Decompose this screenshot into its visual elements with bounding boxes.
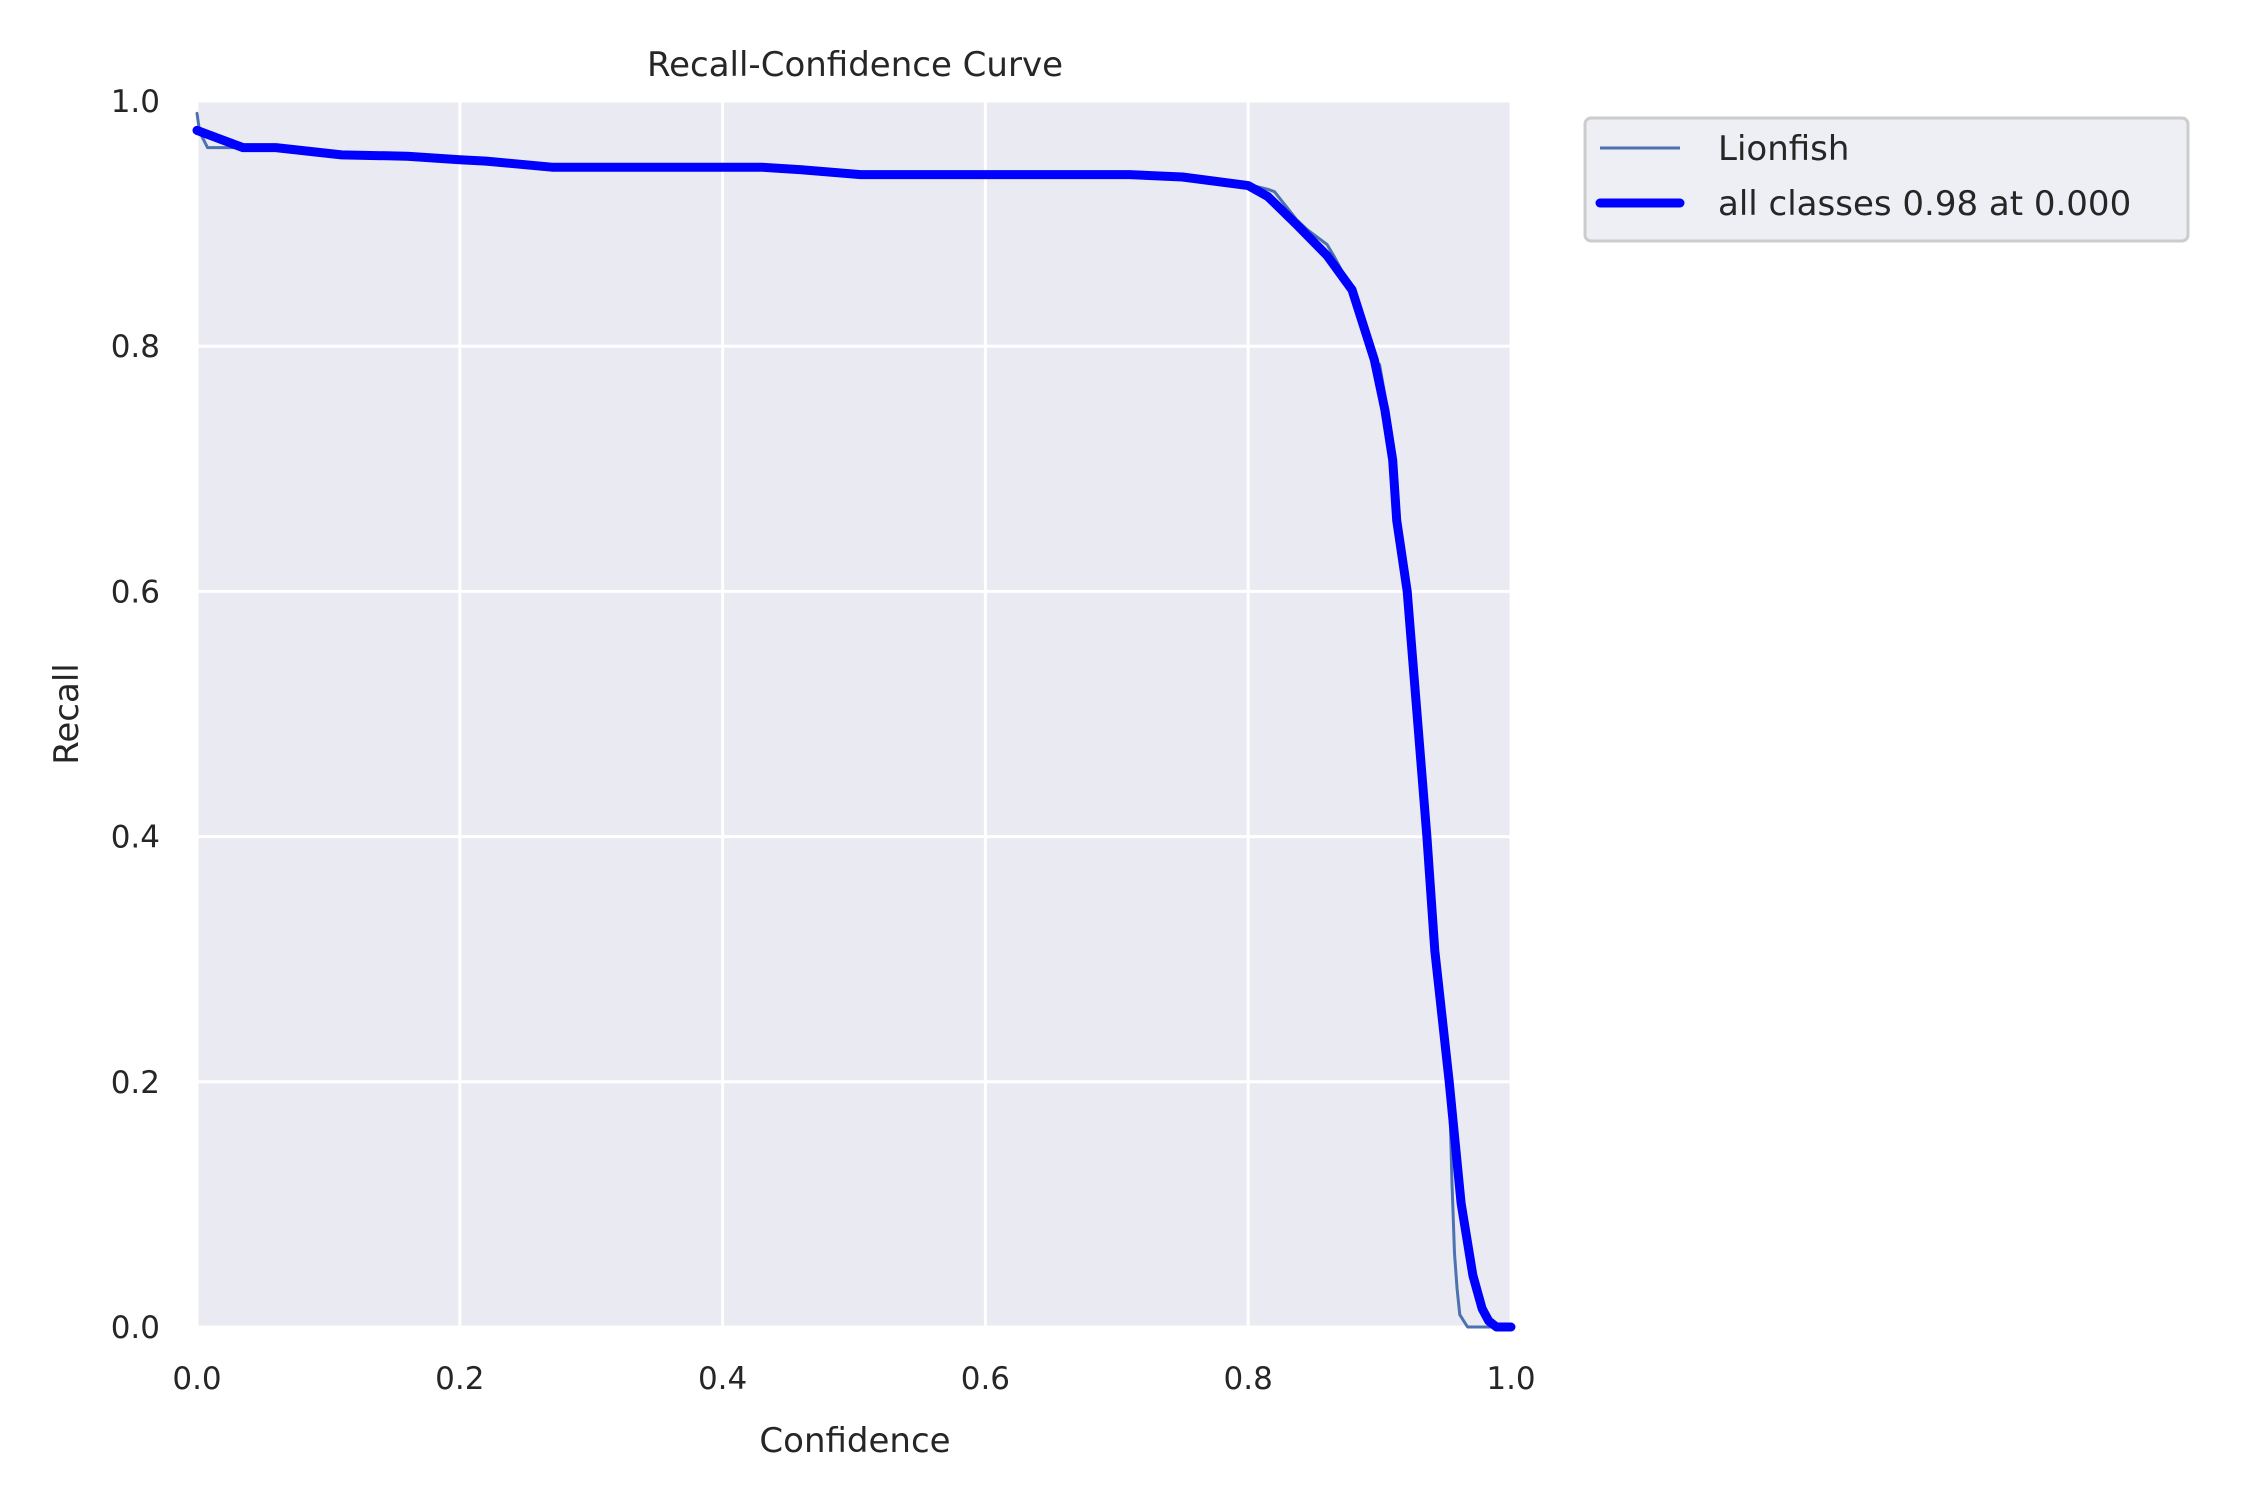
plot-area [197,101,1511,1327]
y-tick-label: 0.4 [111,820,160,856]
y-tick-label: 0.0 [111,1310,160,1346]
horizontal-gridlines [197,99,1511,1329]
series-line-all-classes-0-98-at-0-000 [192,125,1516,1332]
legend-label: all classes 0.98 at 0.000 [1718,184,2131,224]
chart-title: Recall-Confidence Curve [647,45,1063,85]
x-tick-label: 0.8 [1224,1361,1273,1397]
y-tick-label: 0.2 [111,1065,160,1101]
x-tick-label: 0.0 [172,1361,221,1397]
legend: Lionfish all classes 0.98 at 0.000 [1583,116,2190,243]
x-axis-label: Confidence [759,1421,950,1461]
x-tick-label: 0.4 [698,1361,747,1397]
legend-box [1583,116,2190,243]
legend-label: Lionfish [1718,129,1849,169]
y-tick-label: 1.0 [111,84,160,120]
x-axis-tick-labels: 0.0 0.2 0.4 0.6 0.8 1.0 [172,1361,1535,1397]
y-axis-label: Recall [47,663,87,764]
vertical-gridlines [195,101,1513,1327]
series-layer [192,111,1516,1332]
y-tick-label: 0.8 [111,329,160,365]
x-tick-label: 0.6 [961,1361,1010,1397]
y-tick-label: 0.6 [111,574,160,610]
y-axis-tick-labels: 0.0 0.2 0.4 0.6 0.8 1.0 [111,84,160,1346]
legend-item-all-classes: all classes 0.98 at 0.000 [1595,184,2131,224]
x-tick-label: 1.0 [1486,1361,1535,1397]
x-tick-label: 0.2 [435,1361,484,1397]
legend-item-lionfish: Lionfish [1600,129,1849,169]
